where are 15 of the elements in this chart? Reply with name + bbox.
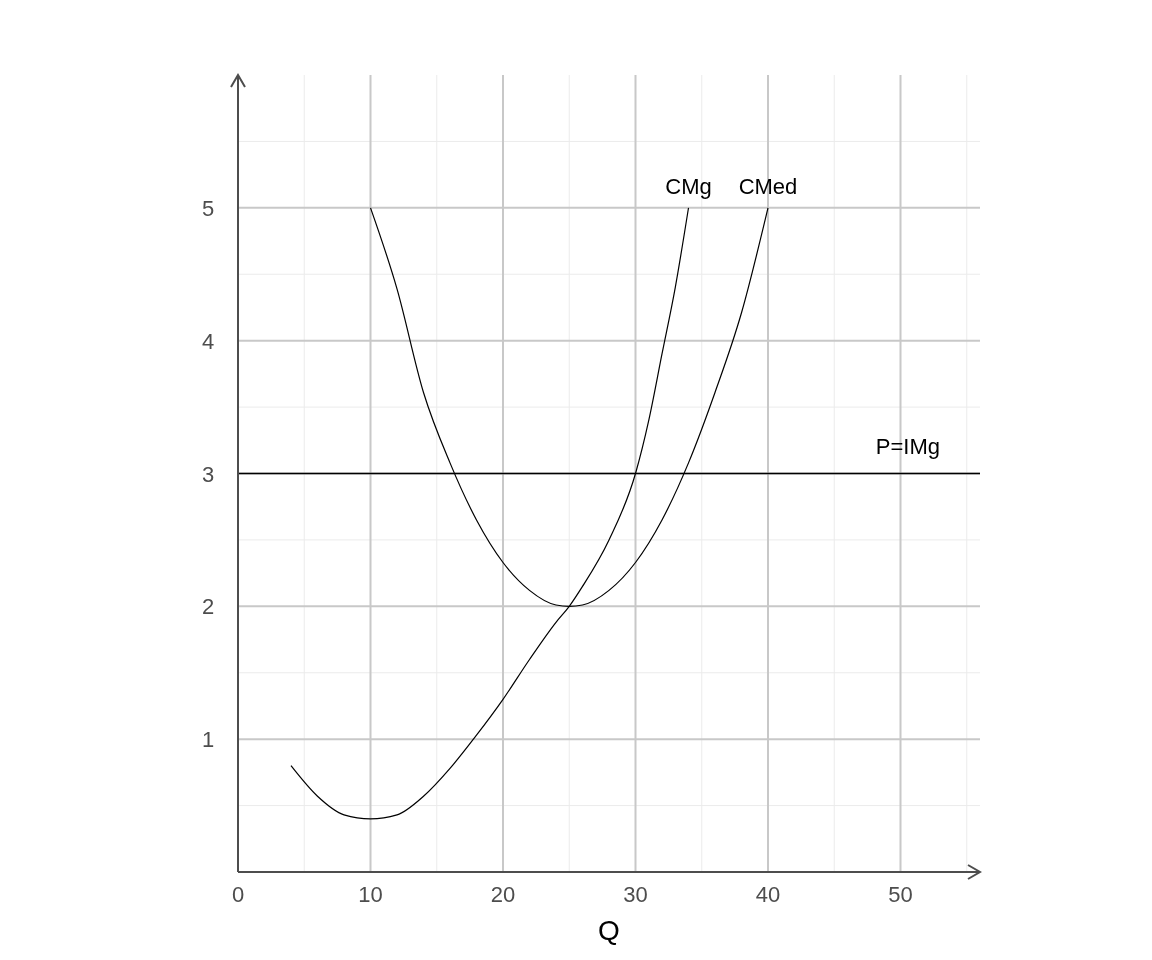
x-tick-label: 40 [755,882,781,907]
y-tick-label: 4 [201,328,215,354]
x-tick-label: 50 [888,882,913,907]
y-tick-label: 3 [201,461,215,487]
x-tick-label: 30 [623,882,648,907]
x-tick-label: 0 [231,882,245,907]
ref-line-label: P=IMg [875,433,940,459]
series-label: CMed [738,173,798,199]
x-tick-label: 20 [490,882,516,907]
x-axis-title: Q [598,915,620,946]
y-tick-label: 5 [201,195,215,221]
y-tick-label: 2 [201,594,215,620]
x-tick-label: 10 [358,882,383,907]
y-tick-label: 1 [201,727,215,753]
series-label: CMg [665,173,712,199]
